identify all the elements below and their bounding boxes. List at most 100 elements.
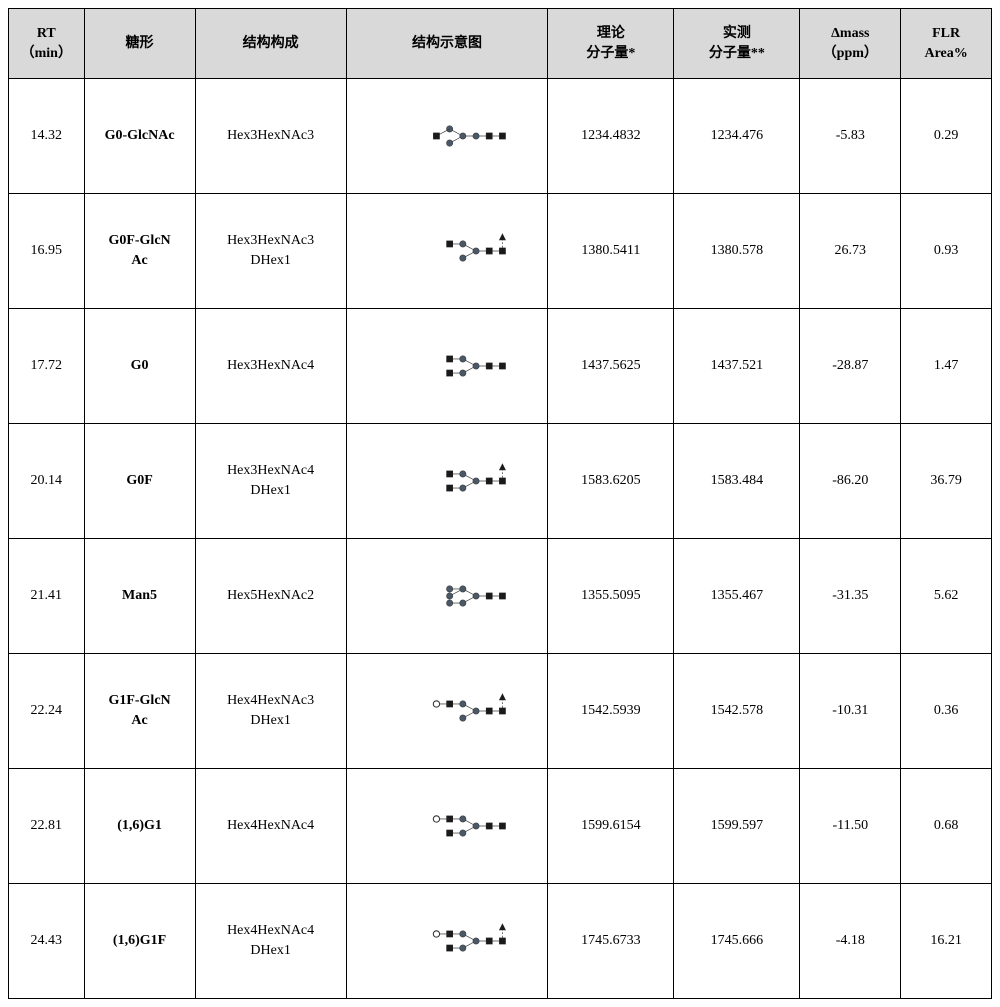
cell-flr: 1.47 [901, 309, 992, 424]
cell-observed-mass: 1380.578 [674, 194, 800, 309]
col-rt-l1: RT [37, 26, 56, 41]
glycan-name-l1: (1,6)G1F [113, 933, 166, 948]
cell-name: (1,6)G1F [84, 884, 195, 999]
observed-mass-value: 1437.521 [711, 358, 764, 373]
cell-flr: 5.62 [901, 539, 992, 654]
cell-flr: 0.36 [901, 654, 992, 769]
theoretical-mass-value: 1542.5939 [581, 703, 641, 718]
cell-name: (1,6)G1 [84, 769, 195, 884]
cell-flr: 16.21 [901, 884, 992, 999]
cell-observed-mass: 1437.521 [674, 309, 800, 424]
theoretical-mass-value: 1599.6154 [581, 818, 641, 833]
delta-mass-value: -11.50 [832, 818, 868, 833]
cell-theoretical-mass: 1234.4832 [548, 79, 674, 194]
cell-observed-mass: 1745.666 [674, 884, 800, 999]
delta-mass-value: -4.18 [836, 933, 865, 948]
cell-delta-mass: 26.73 [800, 194, 901, 309]
observed-mass-value: 1355.467 [711, 588, 764, 603]
rt-value: 16.95 [31, 243, 63, 258]
cell-delta-mass: -5.83 [800, 79, 901, 194]
cell-delta-mass: -4.18 [800, 884, 901, 999]
glycan-name-l1: G1F-GlcN [108, 693, 170, 708]
glycan-diagram-icon [362, 459, 532, 503]
cell-rt: 20.14 [9, 424, 85, 539]
composition-l2: DHex1 [250, 943, 290, 958]
delta-mass-value: -31.35 [832, 588, 868, 603]
glycan-name-l1: Man5 [122, 588, 157, 603]
glycan-name-l2: Ac [131, 253, 147, 268]
composition-l2: DHex1 [250, 253, 290, 268]
col-name: 糖形 [84, 9, 195, 79]
cell-name: Man5 [84, 539, 195, 654]
theoretical-mass-value: 1234.4832 [581, 128, 641, 143]
cell-rt: 16.95 [9, 194, 85, 309]
cell-diagram [346, 194, 548, 309]
observed-mass-value: 1542.578 [711, 703, 764, 718]
rt-value: 22.81 [31, 818, 63, 833]
cell-composition: Hex3HexNAc4DHex1 [195, 424, 346, 539]
glycan-diagram-icon [362, 689, 532, 733]
col-m2-l2: 分子量** [709, 46, 765, 61]
col-rt-l2: （min） [21, 46, 72, 61]
cell-composition: Hex4HexNAc4 DHex1 [195, 884, 346, 999]
col-flr-l2: Area% [924, 46, 967, 61]
glycan-name-l1: G0 [131, 358, 149, 373]
col-comp-l1: 结构构成 [243, 36, 299, 51]
flr-value: 0.68 [934, 818, 959, 833]
observed-mass-value: 1234.476 [711, 128, 764, 143]
cell-name: G0F [84, 424, 195, 539]
col-flr-area: FLR Area% [901, 9, 992, 79]
table-row: 21.41Man5Hex5HexNAc21355.50951355.467-31… [9, 539, 992, 654]
col-observed-mass: 实测 分子量** [674, 9, 800, 79]
glycan-diagram-icon [362, 574, 532, 618]
cell-theoretical-mass: 1380.5411 [548, 194, 674, 309]
cell-flr: 36.79 [901, 424, 992, 539]
composition-l1: Hex3HexNAc4 [227, 358, 314, 373]
cell-delta-mass: -31.35 [800, 539, 901, 654]
glycan-diagram-icon [362, 344, 532, 388]
glycan-name-l1: G0F-GlcN [108, 233, 170, 248]
cell-composition: Hex4HexNAc4 [195, 769, 346, 884]
cell-diagram [346, 654, 548, 769]
cell-diagram [346, 424, 548, 539]
cell-delta-mass: -10.31 [800, 654, 901, 769]
cell-delta-mass: -11.50 [800, 769, 901, 884]
composition-l1: Hex5HexNAc2 [227, 588, 314, 603]
composition-l1: Hex4HexNAc4 [227, 923, 314, 938]
table-row: 14.32G0-GlcNAcHex3HexNAc31234.48321234.4… [9, 79, 992, 194]
table-row: 17.72G0Hex3HexNAc41437.56251437.521-28.8… [9, 309, 992, 424]
flr-value: 16.21 [930, 933, 962, 948]
col-m1-l1: 理论 [597, 26, 625, 41]
theoretical-mass-value: 1380.5411 [581, 243, 640, 258]
col-theoretical-mass: 理论 分子量* [548, 9, 674, 79]
cell-theoretical-mass: 1599.6154 [548, 769, 674, 884]
col-flr-l1: FLR [932, 26, 960, 41]
table-row: 16.95G0F-GlcNAcHex3HexNAc3DHex11380.5411… [9, 194, 992, 309]
cell-delta-mass: -86.20 [800, 424, 901, 539]
col-composition: 结构构成 [195, 9, 346, 79]
cell-diagram [346, 79, 548, 194]
glycan-diagram-icon [362, 114, 532, 158]
table-row: 22.81(1,6)G1Hex4HexNAc41599.61541599.597… [9, 769, 992, 884]
flr-value: 0.36 [934, 703, 959, 718]
rt-value: 20.14 [31, 473, 63, 488]
cell-flr: 0.68 [901, 769, 992, 884]
cell-composition: Hex4HexNAc3DHex1 [195, 654, 346, 769]
cell-observed-mass: 1234.476 [674, 79, 800, 194]
glycan-name-l1: (1,6)G1 [117, 818, 162, 833]
cell-delta-mass: -28.87 [800, 309, 901, 424]
composition-l1: Hex3HexNAc4 [227, 463, 314, 478]
cell-flr: 0.29 [901, 79, 992, 194]
glycan-table: RT （min） 糖形 结构构成 结构示意图 理论 分子量* 实测 分子量** … [8, 8, 992, 999]
flr-value: 0.93 [934, 243, 959, 258]
cell-diagram [346, 769, 548, 884]
composition-l1: Hex4HexNAc4 [227, 818, 314, 833]
cell-observed-mass: 1355.467 [674, 539, 800, 654]
cell-name: G0 [84, 309, 195, 424]
cell-theoretical-mass: 1583.6205 [548, 424, 674, 539]
glycan-diagram-icon [362, 804, 532, 848]
col-diagram: 结构示意图 [346, 9, 548, 79]
rt-value: 24.43 [31, 933, 63, 948]
flr-value: 36.79 [930, 473, 962, 488]
cell-composition: Hex3HexNAc3 [195, 79, 346, 194]
